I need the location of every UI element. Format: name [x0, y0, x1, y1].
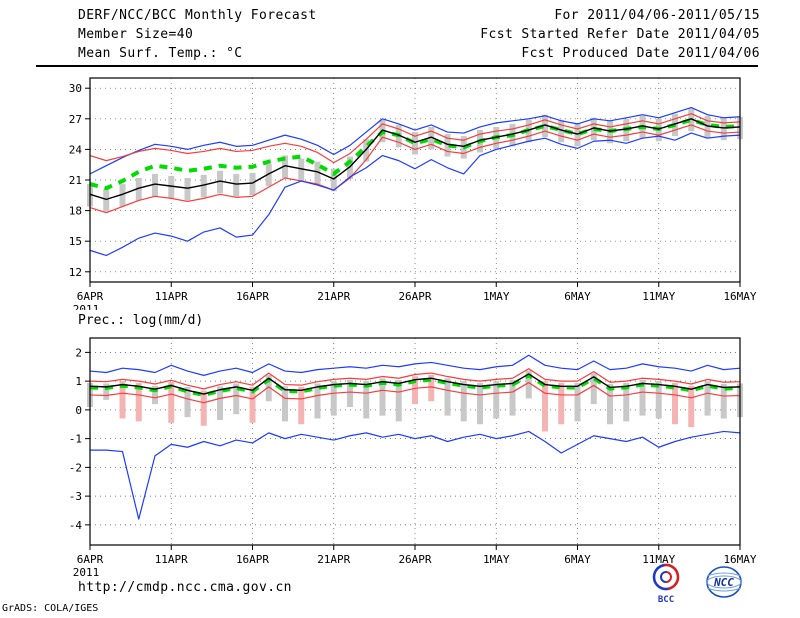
- x-tick-label: 21APR: [317, 553, 350, 566]
- obs-estimate-line: [89, 373, 741, 397]
- upper-std-line: [89, 113, 741, 164]
- x-tick-label: 6MAY: [564, 553, 591, 566]
- x-axis-year-label: 2011: [73, 303, 100, 310]
- y-tick-label: -4: [69, 519, 83, 532]
- temperature-panel-title: Mean Surf. Temp.: °C: [78, 46, 243, 61]
- x-tick-label: 11MAY: [642, 553, 675, 566]
- x-tick-label: 16APR: [236, 553, 269, 566]
- y-tick-label: 2: [75, 346, 82, 359]
- x-tick-label: 11APR: [155, 553, 188, 566]
- upper-std-line: [89, 368, 741, 390]
- y-tick-label: -3: [69, 490, 82, 503]
- y-tick-label: 15: [69, 235, 82, 248]
- header-divider: [36, 65, 758, 67]
- x-tick-label: 26APR: [398, 290, 431, 303]
- member-size-label: Member Size=40: [78, 27, 194, 42]
- fcst-produced-date-label: Fcst Produced Date 2011/04/06: [521, 46, 760, 61]
- x-tick-label: 1MAY: [483, 553, 510, 566]
- x-tick-label: 11MAY: [642, 290, 675, 303]
- source-url: http://cmdp.ncc.cma.gov.cn: [78, 580, 292, 595]
- lower-std-line: [89, 124, 741, 214]
- ensemble-max-line: [89, 106, 741, 175]
- x-tick-label: 16MAY: [723, 553, 756, 566]
- y-tick-label: 27: [69, 113, 82, 126]
- y-tick-label: 12: [69, 266, 82, 279]
- y-tick-label: -2: [69, 461, 82, 474]
- x-tick-label: 1MAY: [483, 290, 510, 303]
- x-tick-label: 26APR: [398, 553, 431, 566]
- fcst-start-date-label: Fcst Started Refer Date 2011/04/05: [480, 27, 760, 42]
- y-tick-label: 24: [69, 143, 83, 156]
- y-tick-label: 30: [69, 82, 82, 95]
- y-tick-label: 1: [75, 375, 82, 388]
- plot-border: [89, 77, 741, 283]
- grads-credit: GrADS: COLA/IGES: [2, 603, 99, 614]
- y-tick-label: 18: [69, 205, 82, 218]
- x-tick-label: 6APR: [77, 553, 104, 566]
- x-axis-year-label: 2011: [73, 566, 100, 579]
- plot-border: [89, 337, 741, 546]
- ncc-logo-label: NCC: [713, 576, 734, 589]
- x-tick-label: 11APR: [155, 290, 188, 303]
- temperature-chart: 30 27 24 21 18 15 12 6APR 11APR 16APR 21APR 26APR 1M…: [69, 77, 757, 310]
- y-tick-label: 0: [75, 404, 82, 417]
- forecast-range-label: For 2011/04/06-2011/05/15: [554, 8, 760, 23]
- lower-std-line: [89, 381, 741, 404]
- precipitation-chart: Prec.: log(mm/d) 2 1 0 -1 -2 -3 -4 6APR 11APR 16A…: [69, 313, 757, 579]
- ensemble-min-line: [89, 132, 741, 257]
- x-tick-label: 16APR: [236, 290, 269, 303]
- precip-panel-title: Prec.: log(mm/d): [78, 313, 203, 328]
- ensemble-max-line: [89, 354, 741, 376]
- bcc-logo-label: BCC: [658, 595, 674, 605]
- y-tick-label: -1: [69, 433, 82, 446]
- x-tick-label: 16MAY: [723, 290, 756, 303]
- agency-logos: BCC NCC: [646, 562, 750, 606]
- plot-title: DERF/NCC/BCC Monthly Forecast: [78, 8, 317, 23]
- ensemble-mean-line: [89, 373, 741, 395]
- x-tick-label: 6MAY: [564, 290, 591, 303]
- x-tick-label: 6APR: [77, 290, 104, 303]
- bcc-logo: BCC: [652, 563, 680, 605]
- ncc-logo: NCC: [706, 566, 742, 598]
- ensemble-min-line: [90, 430, 741, 520]
- x-tick-label: 21APR: [317, 290, 350, 303]
- ensemble-mean-line: [89, 118, 741, 201]
- y-tick-label: 21: [69, 174, 82, 187]
